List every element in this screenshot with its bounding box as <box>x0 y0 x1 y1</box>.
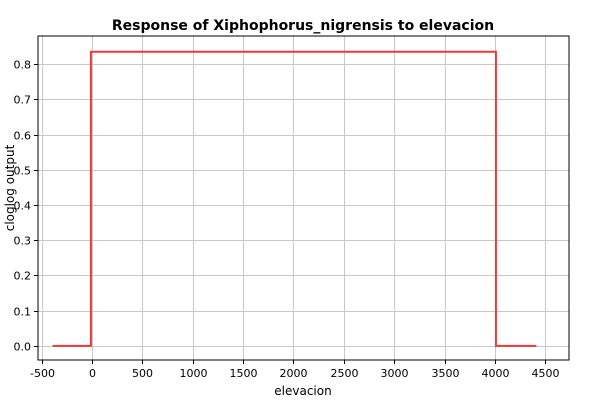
y-tick-label: 0.1 <box>14 306 32 319</box>
y-axis-label: cloglog output <box>3 144 17 231</box>
x-axis-label: elevacion <box>274 384 331 398</box>
axis-ticks: -500 0 500 1000 1500 2000 2500 3000 3500 4000 4500… <box>14 59 560 381</box>
chart-title: Response of Xiphophorus_nigrensis to ele… <box>112 18 494 34</box>
y-tick-label: 0.3 <box>14 235 32 248</box>
x-tick-label: 500 <box>132 367 153 380</box>
x-tick-label: 4500 <box>532 367 560 380</box>
y-tick-label: 0.5 <box>14 165 32 178</box>
series-lines <box>52 50 537 347</box>
y-tick-label: 0.0 <box>14 341 32 354</box>
y-tick-label: 0.4 <box>14 200 32 213</box>
series-line-response <box>52 50 537 347</box>
x-tick-label: 4000 <box>482 367 510 380</box>
x-tick-label: 3000 <box>381 367 409 380</box>
y-tick-label: 0.8 <box>14 59 32 72</box>
x-tick-label: 3500 <box>432 367 460 380</box>
x-tick-label: -500 <box>30 367 55 380</box>
x-tick-label: 2500 <box>331 367 359 380</box>
x-tick-label: 1500 <box>230 367 258 380</box>
x-tick-label: 2000 <box>280 367 308 380</box>
y-tick-label: 0.6 <box>14 130 32 143</box>
y-tick-label: 0.2 <box>14 270 32 283</box>
x-tick-label: 1000 <box>180 367 208 380</box>
y-tick-label: 0.7 <box>14 94 32 107</box>
plot-area-frame <box>37 35 570 361</box>
x-tick-label: 0 <box>89 367 96 380</box>
